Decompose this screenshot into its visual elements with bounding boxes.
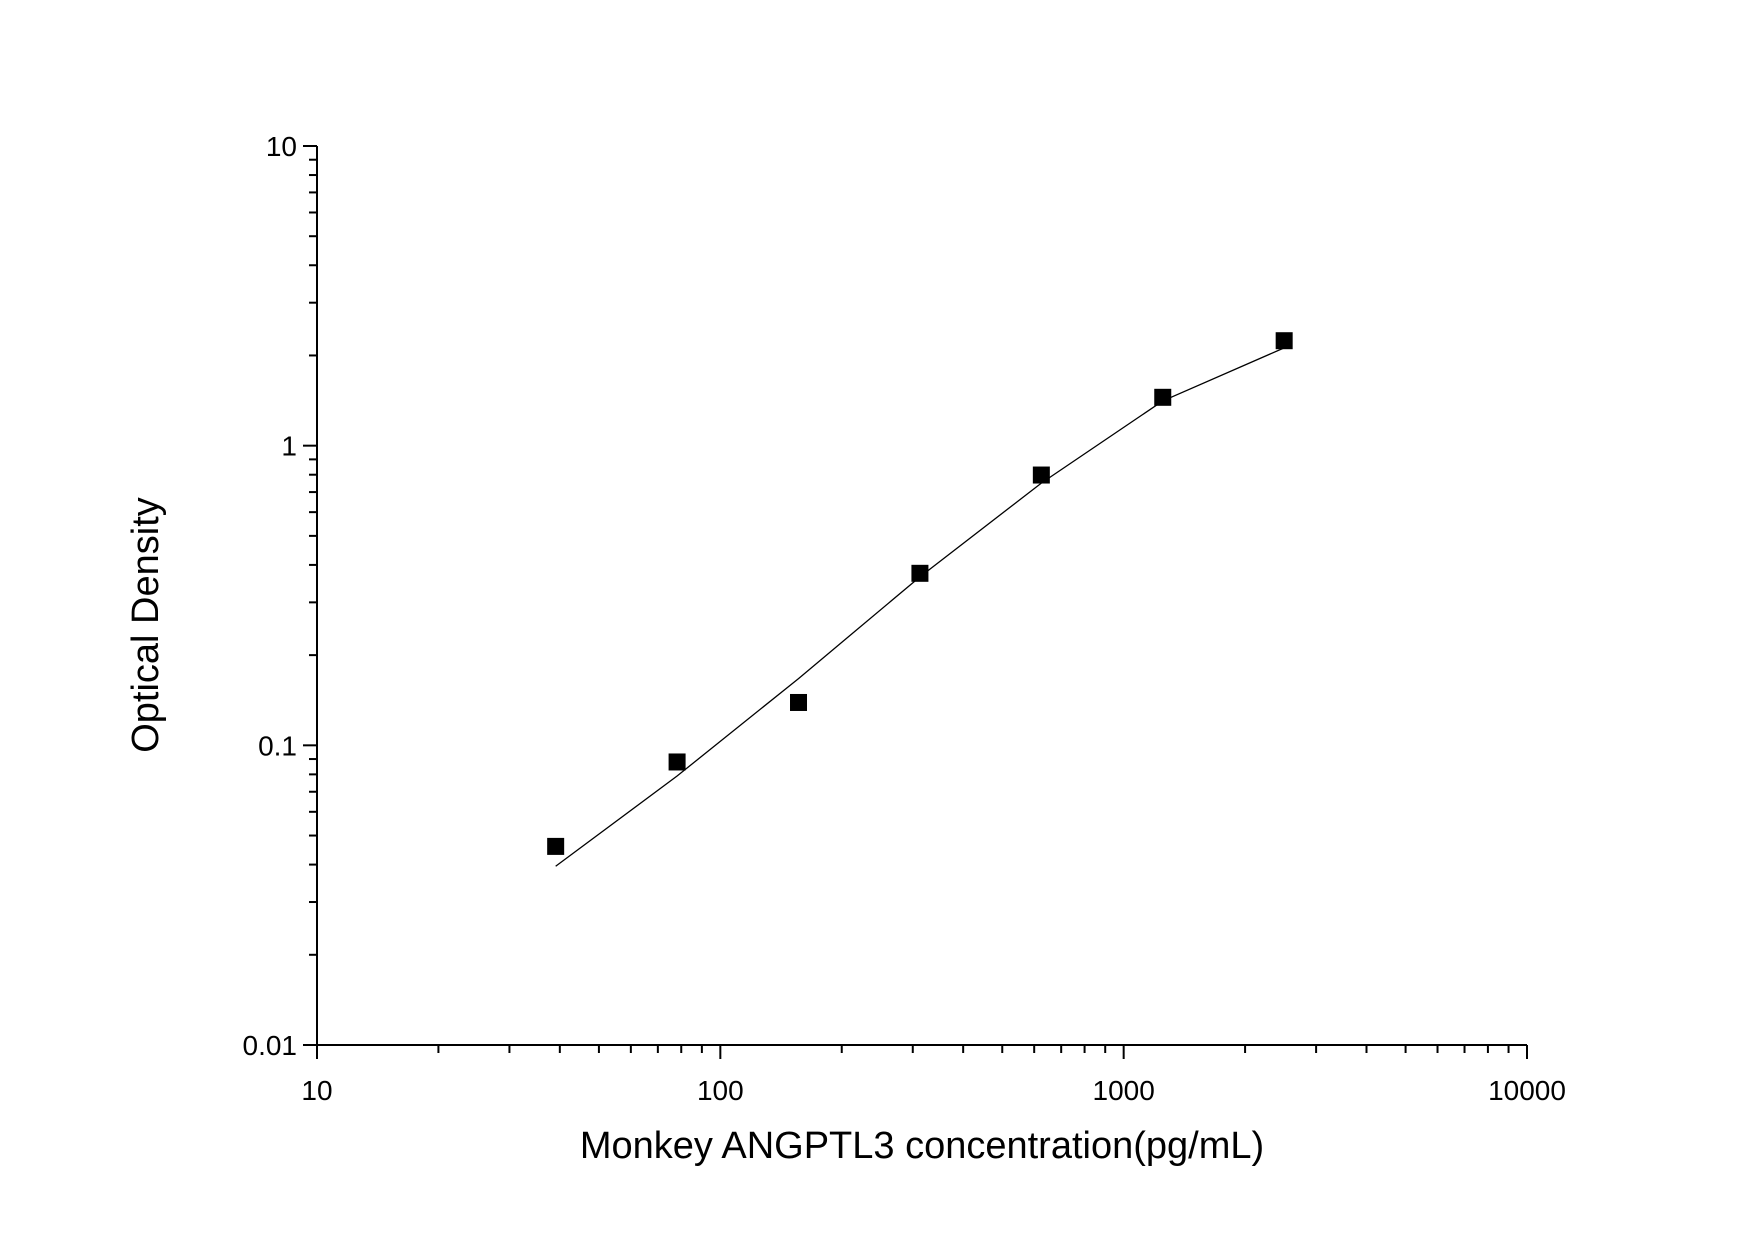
y-tick-label: 1 (281, 431, 297, 462)
y-tick-label: 10 (266, 131, 297, 162)
y-tick-label: 0.01 (243, 1030, 298, 1061)
data-point (1275, 332, 1293, 350)
y-axis-title: Optical Density (125, 497, 167, 753)
data-point (1154, 388, 1172, 406)
x-tick-label: 1000 (1093, 1075, 1155, 1106)
x-tick-label: 10 (301, 1075, 332, 1106)
data-point (790, 693, 808, 711)
data-point (911, 564, 929, 582)
y-tick-label: 0.1 (258, 730, 297, 761)
x-tick-label: 100 (697, 1075, 744, 1106)
data-point (668, 753, 686, 771)
data-point (547, 837, 565, 855)
fit-line (555, 347, 1285, 867)
x-axis-title: Monkey ANGPTL3 concentration(pg/mL) (580, 1125, 1264, 1167)
x-tick-label: 10000 (1488, 1075, 1566, 1106)
data-point (1032, 466, 1050, 484)
